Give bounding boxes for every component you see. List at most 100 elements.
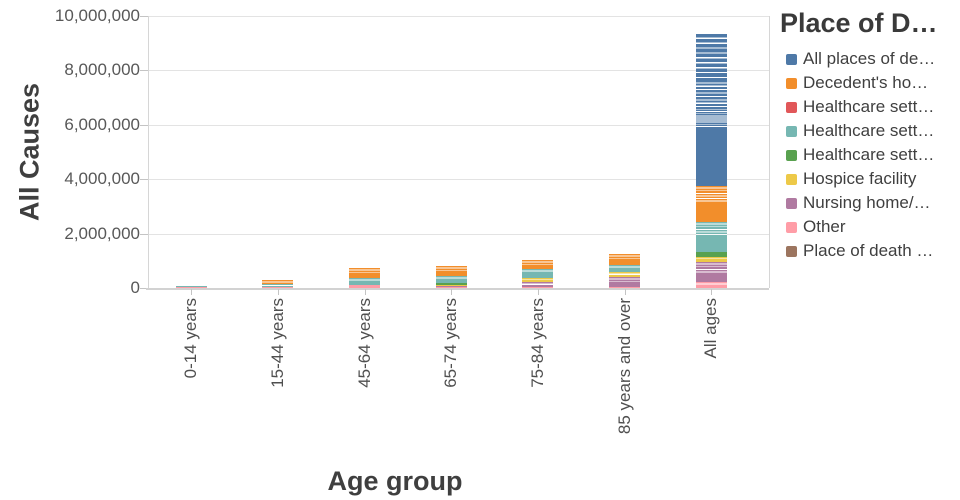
x-tick-mark: [277, 289, 279, 295]
bar-segment-yellow[interactable]: [435, 284, 467, 286]
x-tick-mark: [711, 289, 713, 295]
y-tick-label: 6,000,000: [64, 114, 140, 134]
gridline: [148, 124, 769, 126]
bar-segment-yellow[interactable]: [609, 274, 641, 277]
x-axis-title: Age group: [327, 466, 463, 496]
bar-segment-teal[interactable]: [262, 285, 294, 287]
bar-segment-orange[interactable]: [349, 273, 381, 279]
bar-segment-pink[interactable]: [175, 287, 207, 288]
legend-item[interactable]: Healthcare sett…: [786, 119, 934, 143]
y-tick-mark: [140, 70, 148, 72]
bar-segment-yellow[interactable]: [609, 271, 641, 275]
y-tick-label: 2,000,000: [64, 223, 140, 243]
bar-segment-purple[interactable]: [522, 284, 554, 287]
bar-segment-yellow[interactable]: [522, 280, 554, 283]
legend-swatch-yellow: [786, 173, 797, 185]
bar-segment-purple[interactable]: [609, 281, 641, 287]
bar-segment-pink[interactable]: [695, 285, 727, 288]
bar-segment-pink[interactable]: [522, 286, 554, 288]
legend-item-label: All places of de…: [803, 49, 936, 68]
bar-segment-teal[interactable]: [609, 267, 641, 272]
gridline: [148, 70, 769, 72]
x-axis-label: 85 years and over: [614, 298, 634, 435]
bar-segment-teal[interactable]: [175, 285, 207, 288]
bar-85-years-and-over: [609, 254, 641, 288]
legend-item[interactable]: All places of de…: [786, 47, 935, 71]
bar-segment-teal[interactable]: [522, 269, 554, 274]
legend-item[interactable]: Healthcare sett…: [786, 143, 934, 167]
bar-segment-teal[interactable]: [522, 273, 554, 278]
legend-swatch-blue: [786, 53, 797, 65]
legend-item-label: Hospice facility: [803, 169, 917, 188]
bar-segment-orange[interactable]: [522, 260, 554, 266]
bar-segment-yellow[interactable]: [695, 256, 727, 260]
bar-segment-purple[interactable]: [609, 276, 641, 282]
x-axis-label: 0-14 years: [181, 298, 201, 379]
bar-segment-orange[interactable]: [695, 202, 727, 222]
bar-segment-teal[interactable]: [435, 279, 467, 284]
bar-segment-teal[interactable]: [349, 281, 381, 285]
y-tick-label: 4,000,000: [64, 169, 140, 189]
legend-item-label: Healthcare sett…: [803, 97, 935, 116]
bar-segment-teal[interactable]: [349, 278, 381, 281]
bar-segment-teal[interactable]: [262, 284, 294, 286]
bar-segment-blue[interactable]: [695, 80, 727, 110]
bar-segment-yellow[interactable]: [695, 259, 727, 262]
x-axis-label: All ages: [701, 298, 721, 359]
bar-segment-teal[interactable]: [695, 221, 727, 235]
bar-segment-teal[interactable]: [435, 275, 467, 280]
y-tick-label: 10,000,000: [54, 6, 140, 25]
bar-segment-pink[interactable]: [435, 286, 467, 288]
y-tick-mark: [140, 124, 148, 126]
bar-segment-purple[interactable]: [695, 262, 727, 273]
legend-swatch-teal: [786, 125, 797, 137]
bar-segment-orange[interactable]: [435, 271, 467, 276]
bar-segment-orange[interactable]: [349, 268, 381, 273]
bar-segment-orange[interactable]: [609, 254, 641, 261]
y-axis-title: All Causes: [14, 82, 45, 222]
bar-45-64-years: [349, 268, 381, 288]
bar-segment-pink[interactable]: [609, 286, 641, 288]
bar-segment-blue[interactable]: [695, 34, 727, 80]
legend-item-label: Place of death …: [803, 241, 934, 260]
bar-segment-yellow[interactable]: [522, 277, 554, 281]
x-tick-mark: [537, 289, 539, 295]
y-tick-label: 8,000,000: [64, 60, 140, 80]
bar-segment-purple[interactable]: [435, 285, 467, 287]
legend-item[interactable]: Decedent's ho…: [786, 71, 928, 95]
bar-segment-teal[interactable]: [609, 264, 641, 268]
bar-segment-orange[interactable]: [262, 280, 294, 283]
bar-segment-purple[interactable]: [522, 282, 554, 285]
bar-segment-pink[interactable]: [262, 286, 294, 288]
bar-segment-orange[interactable]: [435, 265, 467, 272]
bar-segment-pink[interactable]: [695, 282, 727, 286]
x-tick-mark: [191, 289, 193, 295]
legend-item-label: Nursing home/…: [803, 193, 931, 212]
bar-0-14-years: [175, 285, 207, 288]
legend-swatch-orange: [786, 77, 797, 89]
legend-item[interactable]: Healthcare sett…: [786, 95, 934, 119]
legend-swatch-purple: [786, 197, 797, 209]
bar-segment-teal[interactable]: [695, 234, 727, 252]
legend-item[interactable]: Hospice facility: [786, 167, 916, 191]
bar-segment-green[interactable]: [435, 283, 467, 285]
x-axis-label: 65-74 years: [441, 298, 461, 388]
legend-item[interactable]: Other: [786, 215, 846, 239]
x-axis-label: 45-64 years: [354, 298, 374, 388]
bar-segment-orange[interactable]: [695, 186, 727, 202]
bar-segment-blue[interactable]: [695, 110, 727, 127]
legend-item[interactable]: Place of death …: [786, 239, 933, 263]
bar-segment-orange[interactable]: [609, 260, 641, 265]
legend-item[interactable]: Nursing home/…: [786, 191, 931, 215]
plot-right-border: [769, 16, 770, 288]
bar-segment-blue[interactable]: [695, 127, 727, 186]
bar-segment-orange[interactable]: [522, 265, 554, 270]
legend: Place of D… All places of de… Decedent's …: [780, 8, 960, 260]
bar-segment-green[interactable]: [695, 251, 727, 257]
y-axis-line: [148, 16, 149, 288]
bar-segment-pink[interactable]: [349, 285, 381, 288]
bar-segment-purple[interactable]: [695, 272, 727, 282]
bar-segment-orange[interactable]: [262, 282, 294, 284]
gridline: [148, 233, 769, 235]
